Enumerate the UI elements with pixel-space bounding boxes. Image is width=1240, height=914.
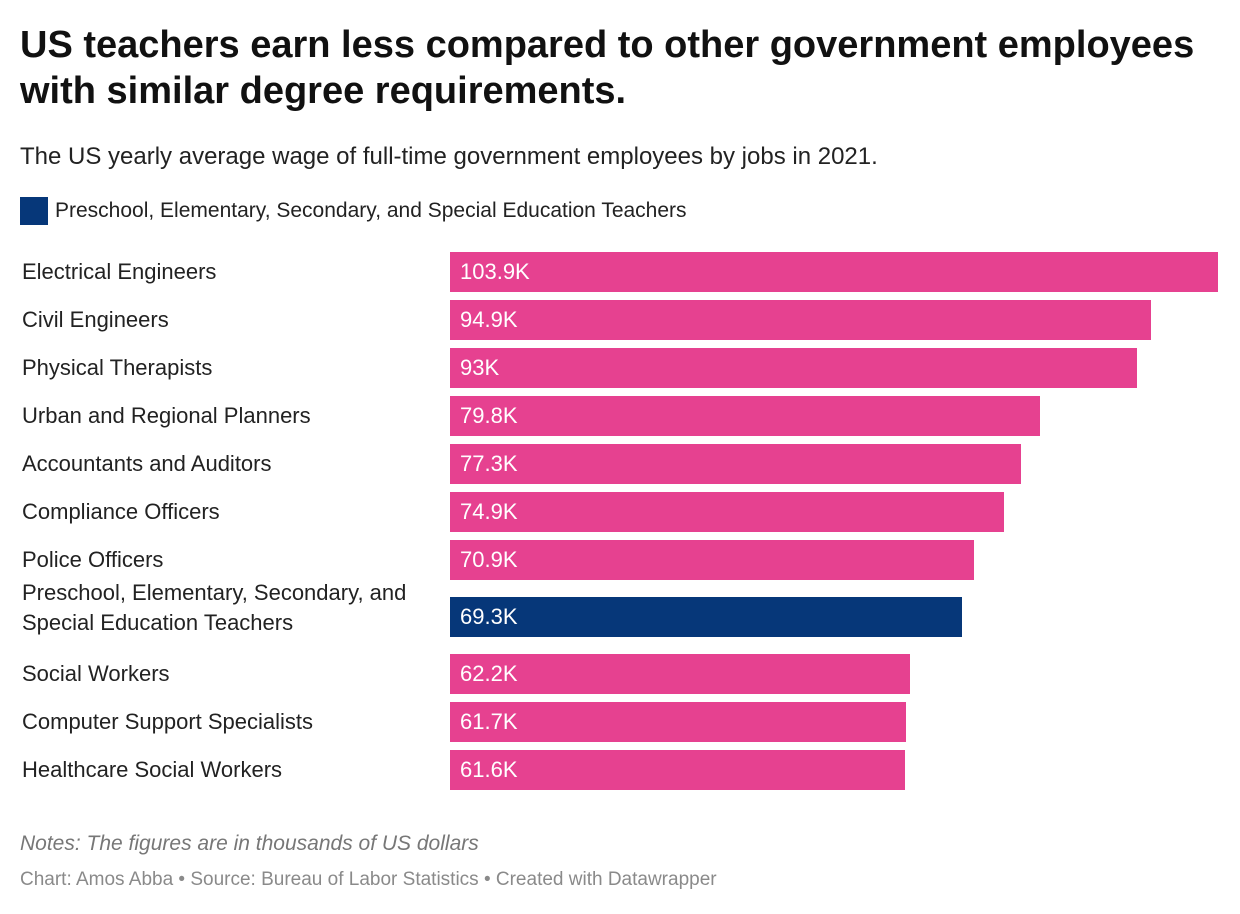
bar <box>450 654 910 694</box>
category-label: Healthcare Social Workers <box>22 757 283 782</box>
category-label: Police Officers <box>22 547 164 572</box>
bar-value-label: 61.7K <box>460 709 518 734</box>
bar <box>450 750 905 790</box>
bar <box>450 348 1137 388</box>
bar-value-label: 61.6K <box>460 757 518 782</box>
bar <box>450 252 1218 292</box>
category-label: Physical Therapists <box>22 355 213 380</box>
bar-value-label: 93K <box>460 355 500 380</box>
legend-label: Preschool, Elementary, Secondary, and Sp… <box>55 199 687 222</box>
chart-footer: Chart: Amos Abba • Source: Bureau of Lab… <box>20 869 717 890</box>
bar-value-label: 74.9K <box>460 499 518 524</box>
bar-value-label: 77.3K <box>460 451 518 476</box>
category-label: Electrical Engineers <box>22 259 217 284</box>
legend: Preschool, Elementary, Secondary, and Sp… <box>20 196 687 226</box>
bar-value-label: 70.9K <box>460 547 518 572</box>
bar-value-label: 94.9K <box>460 307 518 332</box>
bar-value-label: 62.2K <box>460 661 518 686</box>
chart-subtitle: The US yearly average wage of full-time … <box>20 143 878 170</box>
bar <box>450 492 1004 532</box>
bar <box>450 396 1040 436</box>
category-label: Civil Engineers <box>22 307 169 332</box>
bar <box>450 702 906 742</box>
bar <box>450 300 1151 340</box>
bar-value-label: 79.8K <box>460 403 518 428</box>
bar-value-label: 103.9K <box>460 259 530 284</box>
category-label: Social Workers <box>22 661 170 686</box>
chart-title: US teachers earn less compared to other … <box>20 24 1195 112</box>
category-label: Urban and Regional Planners <box>22 403 311 428</box>
category-label: Accountants and Auditors <box>22 451 272 476</box>
chart-notes: Notes: The figures are in thousands of U… <box>20 832 479 855</box>
bar <box>450 597 962 637</box>
bar-value-label: 69.3K <box>460 604 518 629</box>
bar <box>450 444 1021 484</box>
category-label: Preschool, Elementary, Secondary, and Sp… <box>22 580 407 635</box>
legend-swatch <box>20 197 48 225</box>
category-label: Compliance Officers <box>22 499 220 524</box>
category-label: Computer Support Specialists <box>22 709 314 734</box>
bar <box>450 540 974 580</box>
